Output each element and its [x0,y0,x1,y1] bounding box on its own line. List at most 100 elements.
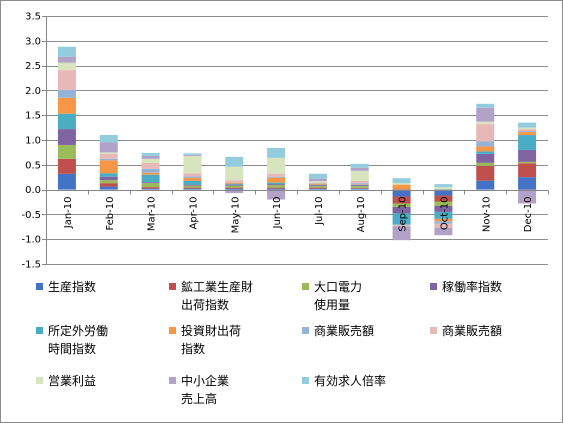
bar-segment [141,168,160,173]
bar-segment [57,46,76,57]
bar-segment [476,146,495,152]
bar-segment [392,224,411,226]
bar-segment [392,183,411,185]
x-tick-label: Sep-10 [398,197,409,232]
bar-segment [99,152,118,154]
bar-segment [267,173,286,177]
y-tick-label: 2.0 [25,86,41,97]
bar-segment [476,103,495,108]
y-tick-label: 0.5 [25,160,41,171]
bar-segment [434,187,453,190]
bar-segment [99,186,118,190]
bar-segment [392,178,411,184]
bar-segment [183,177,202,181]
bar-segment [57,113,76,130]
bar-segment [141,162,160,169]
bar-segment [392,203,411,207]
bar-segment [476,141,495,147]
bar-segment [57,62,76,71]
x-tick-label: Oct-10 [439,197,450,231]
bar-segment [267,147,286,158]
y-tick-label: 0.0 [25,185,41,196]
bar-segment [518,122,537,128]
axes [42,16,549,265]
bar-segment [225,182,244,184]
bar-segment [308,184,327,186]
x-tick-label: Jun-10 [272,197,283,230]
bar-segment [57,89,76,98]
bar-segment [183,154,202,156]
bar-segment [350,184,369,185]
bar-segment [57,144,76,159]
bar-segment [183,184,202,186]
bar-segment [350,163,369,168]
bar-segment [350,170,369,181]
bar-segment [434,221,453,224]
bar-segment [392,225,411,227]
bar-segment [141,174,160,183]
bar-segment [225,187,244,189]
bar-segment [225,183,244,185]
y-tick-label: 1.0 [25,136,41,147]
bar-segment [518,129,537,132]
bar-segment [518,189,537,204]
bar-segment [350,188,369,190]
bar-segment [308,173,327,179]
bar-segment [350,188,369,189]
bar-segment [308,187,327,189]
bar-segment [350,185,369,187]
bar-segment [57,56,76,63]
bar-segment [99,183,118,187]
bar-segment [434,227,453,236]
bar-segment [308,183,327,184]
y-tick-label: 2.5 [25,61,41,72]
x-tick-label: Aug-10 [356,197,367,233]
x-tick-label: May-10 [230,197,241,234]
bar-segment [99,173,118,177]
y-tick-label: -1.5 [21,260,41,271]
bar-segment [141,155,160,159]
bar-segment [183,155,202,174]
bar-segment [308,183,327,185]
bar-segment [183,188,202,190]
bar-segment [57,158,76,174]
bars [57,46,537,241]
x-tick-label: Nov-10 [481,197,492,233]
bar-segment [267,188,286,190]
bar-segment [99,158,118,161]
bar-segment [308,186,327,188]
bar-segment [141,152,160,156]
y-tick-label: 1.5 [25,111,41,122]
x-tick-labels: Jan-10 Feb-10 Mar-10 Apr-10 May-10 Jun-10 Jul-… [63,197,534,234]
bar-segment [183,180,202,185]
bar-segment [308,178,327,182]
bar-segment [267,184,286,186]
y-tick-label: 3.0 [25,36,41,47]
bar-segment [350,167,369,171]
y-tick-labels: 3.5 3.0 2.5 2.0 1.5 1.0 0.5 0.0 -0.5 -1.0 -1.5 [21,12,41,271]
bar-segment [350,183,369,185]
bar-segment [225,156,244,167]
bar-segment [476,165,495,181]
bar-segment [434,184,453,188]
bar-segment [434,189,453,196]
x-tick-label: Jul-10 [314,197,325,226]
bar-segment [518,149,537,162]
bar-segment [308,181,327,183]
bar-segment [141,183,160,188]
bar-segment [476,107,495,122]
bar-segment [434,218,453,222]
bar-segment [99,135,118,143]
bar-segment [225,190,244,194]
x-tick-label: Apr-10 [188,197,199,230]
bar-segment [225,188,244,190]
bar-segment [141,187,160,189]
gridlines [46,16,548,265]
bar-segment [141,158,160,163]
bar-segment [308,182,327,184]
bar-segment [518,131,537,133]
bar-segment [267,185,286,188]
bar-segment [476,180,495,190]
bar-segment [141,188,160,190]
